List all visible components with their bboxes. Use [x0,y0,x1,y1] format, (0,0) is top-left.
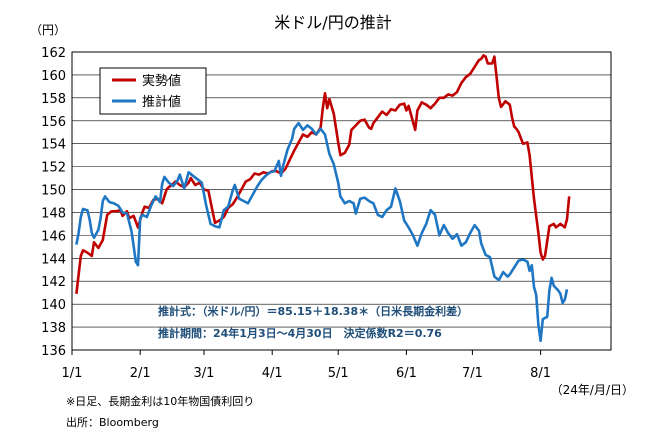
y-tick-label: 136 [41,344,66,359]
y-tick-label: 156 [41,115,66,130]
x-axis-unit: （24年/月/日） [551,383,634,397]
y-tick-label: 160 [41,69,66,84]
legend-label-estimate: 推計値 [142,94,181,110]
legend-box [99,67,207,115]
y-tick-label: 144 [41,252,66,267]
footnote: ※日足、長期金利は10年物国債利回り [66,394,254,408]
y-tick-label: 142 [41,275,66,290]
x-tick-label: 7/1 [462,366,483,381]
formula-annotation: 推計式：（米ドル/円）＝85.15＋18.38＊（日米長期金利差） [158,304,468,318]
x-tick-label: 6/1 [396,366,417,381]
x-tick-label: 5/1 [328,366,349,381]
x-tick-label: 8/1 [530,366,551,381]
x-tick-label: 4/1 [262,366,283,381]
y-tick-label: 146 [41,229,66,244]
y-tick-label: 150 [41,184,66,199]
legend: 実勢値 推計値 [99,67,207,115]
x-axis-tick-labels: 1/1 2/1 3/1 4/1 5/1 6/1 7/1 8/1 [62,350,551,381]
y-tick-label: 162 [41,46,66,61]
legend-label-actual: 実勢値 [142,73,181,89]
y-tick-label: 148 [41,206,66,221]
y-tick-label: 154 [41,138,66,153]
source-note: 出所：Bloomberg [66,415,159,429]
x-tick-label: 3/1 [194,366,215,381]
plot-area-frame [71,51,612,351]
x-tick-label: 2/1 [130,366,151,381]
period-annotation: 推計期間：24年1月3日～4月30日 決定係数R2＝0.76 [158,326,442,340]
series-line-estimate [75,121,569,343]
y-axis-unit: （円） [30,23,66,37]
y-tick-label: 140 [41,298,66,313]
y-tick-label: 158 [41,92,66,107]
x-tick-label: 1/1 [62,366,83,381]
y-axis-tick-labels: 136 138 140 142 144 146 148 150 152 154 156 158 160 1… [41,46,66,359]
series-line-actual [75,54,571,294]
y-tick-label: 138 [41,321,66,336]
chart-title: 米ドル/円の推計 [274,13,391,32]
y-tick-label: 152 [41,161,66,176]
series-lines [75,54,571,343]
